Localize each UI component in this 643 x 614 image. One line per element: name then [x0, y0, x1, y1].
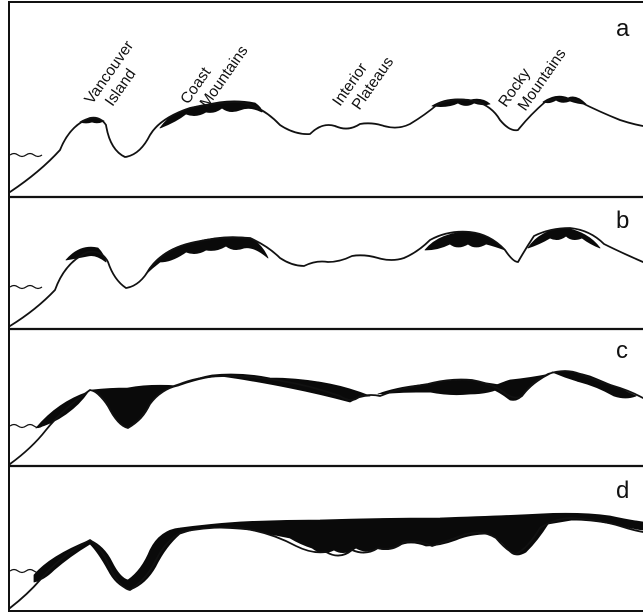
label-interior-plateaus: Interior Plateaus: [329, 54, 397, 113]
diagram-frame: [8, 1, 643, 612]
sea-surface: [9, 284, 43, 290]
panel-a: a Vancouver Island Coast Mountains Inter…: [9, 15, 643, 193]
terrain-profile: [9, 517, 643, 609]
panel-letter-b: b: [616, 207, 629, 234]
ice-rocky-mountains: [527, 227, 601, 249]
label-rocky-mountains: Rocky Mountains: [495, 46, 569, 115]
ice-rocky-mountains: [551, 371, 637, 399]
label-vancouver-island: Vancouver Island: [81, 38, 139, 110]
sea-surface: [9, 152, 43, 158]
terrain-profile: [9, 370, 643, 465]
panel-c: c: [9, 337, 643, 465]
terrain-profile: [9, 97, 643, 193]
ice-rocky-mountains: [542, 95, 587, 105]
ice-coast-valley: [91, 384, 179, 429]
panel-b: b: [9, 207, 643, 327]
ice-sheet: [33, 512, 643, 591]
panel-letter-d: d: [616, 477, 629, 504]
ice-vancouver-island: [65, 246, 107, 263]
panel-letter-c: c: [616, 337, 628, 364]
ice-coast-mountains: [159, 100, 263, 129]
panel-d: d: [9, 477, 643, 609]
terrain-profile: [9, 227, 643, 327]
panel-letter-a: a: [616, 15, 630, 42]
